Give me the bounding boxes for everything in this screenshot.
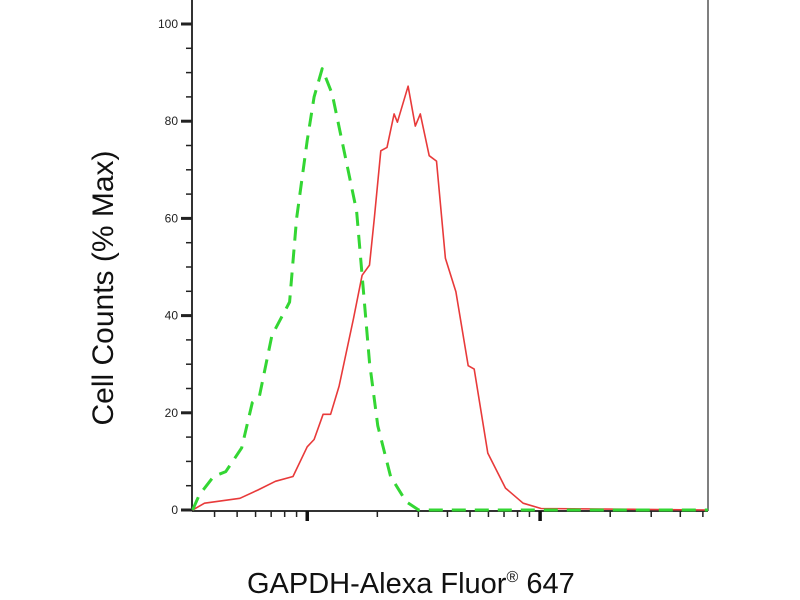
y-tick-label: 0 <box>171 503 178 517</box>
y-tick-label: 80 <box>165 114 179 128</box>
y-tick-label: 100 <box>158 17 178 31</box>
x-axis-label-main: GAPDH-Alexa Fluor <box>247 568 507 600</box>
x-axis-label: GAPDH-Alexa Fluor® 647 <box>247 568 575 600</box>
y-axis-label: Cell Counts (% Max) <box>87 150 120 425</box>
x-axis-label-suffix: 647 <box>518 568 574 600</box>
x-axis <box>213 511 704 521</box>
y-tick-label: 60 <box>165 211 179 225</box>
control-histogram-line <box>191 67 708 512</box>
plot-frame <box>191 0 709 512</box>
y-axis: 0 20 40 60 80 100 <box>158 17 192 517</box>
sample-histogram-line <box>192 85 709 511</box>
series-group <box>191 67 709 512</box>
y-tick-label: 20 <box>165 406 179 420</box>
registered-mark: ® <box>506 569 518 586</box>
y-tick-label: 40 <box>165 309 179 323</box>
